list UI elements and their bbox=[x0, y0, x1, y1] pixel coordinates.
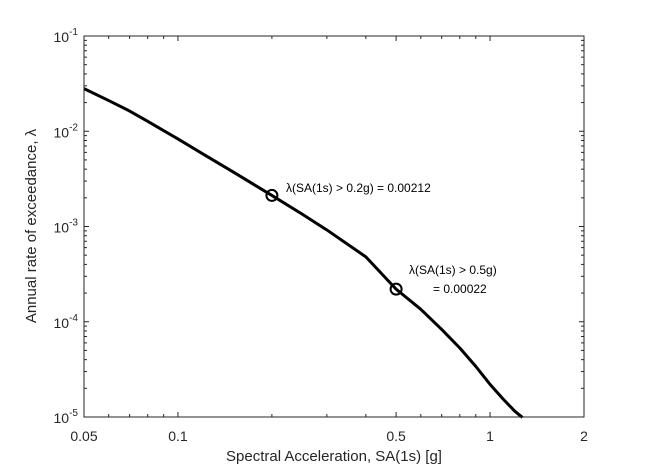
x-tick-label-3: 1 bbox=[486, 428, 494, 444]
y-tick-label-3: 10-2 bbox=[54, 122, 79, 140]
x-axis-label: Spectral Acceleration, SA(1s) [g] bbox=[226, 448, 442, 465]
series-line-0 bbox=[83, 87, 524, 419]
y-tick-label-4: 10-1 bbox=[54, 27, 79, 45]
annotation-1-line-1: = 0.00022 bbox=[433, 282, 487, 296]
annotation-0-line-0: λ(SA(1s) > 0.2g) = 0.00212 bbox=[286, 181, 431, 195]
marker-0 bbox=[265, 188, 279, 202]
y-tick-label-0: 10-5 bbox=[54, 408, 79, 426]
x-tick-label-2: 0.5 bbox=[386, 428, 406, 444]
marker-1 bbox=[389, 282, 403, 296]
x-tick-label-0: 0.05 bbox=[70, 428, 97, 444]
y-axis-label: Annual rate of exceedance, λ bbox=[23, 128, 40, 323]
x-tick-label-1: 0.1 bbox=[168, 428, 188, 444]
annotation-1-line-0: λ(SA(1s) > 0.5g) bbox=[409, 263, 497, 277]
y-tick-label-1: 10-4 bbox=[54, 313, 79, 331]
y-tick-label-2: 10-3 bbox=[54, 218, 79, 236]
plot-area bbox=[84, 36, 584, 417]
x-tick-label-4: 2 bbox=[580, 428, 588, 444]
